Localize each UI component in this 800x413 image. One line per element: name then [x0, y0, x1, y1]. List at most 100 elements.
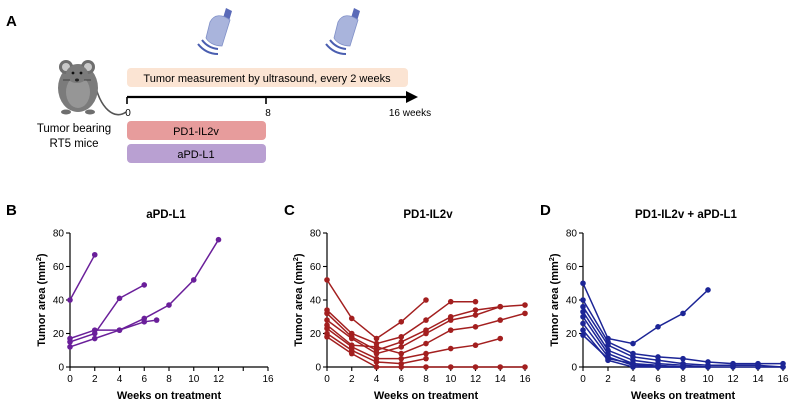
- timeline-arrow-icon: [406, 91, 418, 103]
- series-2: [580, 297, 786, 367]
- data-point: [324, 334, 330, 340]
- data-point: [324, 310, 330, 317]
- panel-a-letter: A: [6, 13, 17, 30]
- data-point: [153, 317, 160, 323]
- data-point: [630, 340, 636, 347]
- data-point: [373, 344, 380, 350]
- y-tick-label: 80: [310, 229, 322, 240]
- data-point: [755, 364, 761, 370]
- treatment-bar-apd-l1: [127, 144, 266, 163]
- data-point: [348, 350, 355, 357]
- treatment-label-apd-l1: aPD-L1: [177, 149, 214, 161]
- series-line: [326, 327, 501, 360]
- data-point: [348, 335, 355, 342]
- data-point: [447, 317, 454, 323]
- data-point: [522, 302, 528, 308]
- data-point: [141, 315, 148, 322]
- chart-title: PD1-IL2v + aPD-L1: [635, 209, 738, 221]
- data-point: [447, 364, 454, 370]
- x-tick-label: 14: [495, 374, 507, 385]
- data-point: [497, 317, 504, 323]
- data-point: [423, 364, 429, 370]
- data-point: [423, 317, 429, 323]
- y-axis-label: Tumor area (mm2): [291, 253, 305, 347]
- data-point: [472, 324, 479, 330]
- x-tick-label: 0: [67, 374, 73, 385]
- data-point: [497, 364, 504, 370]
- chart-panel-d: D PD1-IL2v + aPD-L1 0 20 40 60 80 0 2 4 6 8 10 12 14 16…: [540, 202, 789, 402]
- series-line: [582, 329, 658, 368]
- x-tick-label: 2: [605, 374, 611, 385]
- y-tick-label: 20: [566, 329, 578, 340]
- y-tick-label: 60: [566, 262, 578, 273]
- x-tick-label: 2: [349, 374, 355, 385]
- chart-title: PD1-IL2v: [403, 209, 453, 221]
- series-line: [582, 311, 709, 368]
- x-tick-label: 12: [470, 374, 482, 385]
- data-point: [580, 308, 586, 315]
- data-point: [67, 335, 73, 342]
- y-axis-label-end: ): [549, 253, 561, 257]
- timeline-end-label: 16 weeks: [389, 108, 431, 119]
- data-point: [215, 236, 222, 243]
- data-point: [522, 364, 528, 370]
- x-axis-label: Weeks on treatment: [374, 390, 479, 402]
- ultrasound-probe-icon: [325, 8, 360, 55]
- data-point: [423, 350, 429, 357]
- data-point: [580, 327, 586, 333]
- y-axis-label: Tumor area (mm2): [547, 253, 561, 347]
- x-axis-label: Weeks on treatment: [631, 390, 736, 402]
- data-point: [91, 335, 98, 342]
- data-point: [324, 325, 330, 332]
- y-axis-label-text: Tumor area (mm: [549, 261, 561, 347]
- data-point: [423, 340, 429, 347]
- y-tick-label: 40: [310, 296, 322, 307]
- x-tick-label: 2: [92, 374, 98, 385]
- data-point: [655, 364, 661, 370]
- y-tick-label: 0: [315, 363, 321, 374]
- panel-letter: D: [540, 202, 551, 219]
- x-tick-label: 0: [324, 374, 330, 385]
- x-tick-label: 8: [423, 374, 429, 385]
- data-point: [497, 335, 504, 342]
- y-axis-label-text: Tumor area (mm: [293, 261, 305, 347]
- x-tick-label: 12: [727, 374, 739, 385]
- y-axis-label-end: ): [293, 253, 305, 257]
- data-point: [423, 330, 429, 337]
- y-axis-label-superscript: 2: [547, 257, 556, 261]
- panel-letter: B: [6, 202, 17, 219]
- y-tick-label: 20: [53, 329, 65, 340]
- data-point: [580, 280, 586, 287]
- series-1: [67, 251, 98, 303]
- x-tick-label: 6: [655, 374, 661, 385]
- data-point: [605, 342, 611, 349]
- mouse-label-line2: RT5 mice: [50, 138, 99, 150]
- data-point: [472, 298, 479, 305]
- x-tick-label: 8: [680, 374, 686, 385]
- y-tick-label: 80: [566, 229, 578, 240]
- data-point: [141, 282, 148, 288]
- x-axis-label: Weeks on treatment: [117, 390, 222, 402]
- data-point: [522, 310, 528, 317]
- data-point: [91, 251, 98, 258]
- timeline-start-label: 0: [125, 108, 131, 119]
- data-point: [580, 320, 586, 327]
- data-point: [398, 318, 405, 325]
- y-tick-label: 40: [53, 296, 65, 307]
- x-tick-label: 4: [630, 374, 636, 385]
- y-axis-label: Tumor area (mm2): [34, 253, 48, 347]
- data-point: [91, 327, 98, 333]
- x-tick-label: 6: [398, 374, 404, 385]
- data-point: [398, 350, 405, 357]
- data-point: [447, 327, 454, 333]
- data-point: [348, 315, 355, 322]
- series-7: [324, 330, 429, 367]
- y-tick-label: 80: [53, 229, 65, 240]
- y-axis-label-text: Tumor area (mm: [36, 261, 48, 347]
- data-point: [423, 355, 429, 362]
- data-point: [705, 287, 711, 293]
- data-point: [472, 364, 479, 370]
- data-point: [605, 355, 611, 362]
